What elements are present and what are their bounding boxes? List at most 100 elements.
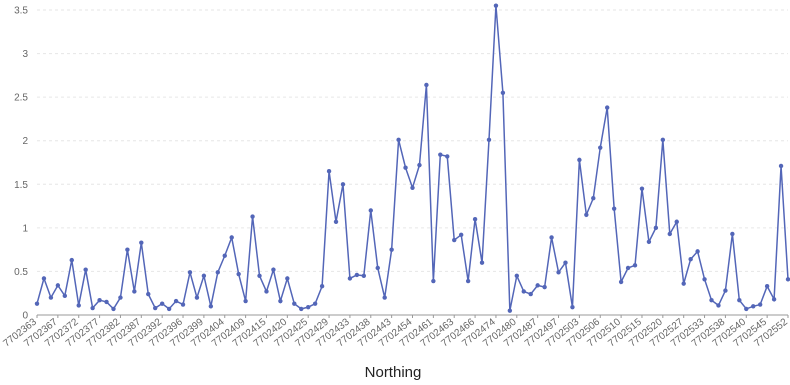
series: [34, 3, 790, 313]
data-point: [486, 137, 492, 143]
data-point: [104, 299, 109, 305]
data-point: [417, 162, 422, 168]
data-point: [132, 289, 137, 294]
data-point: [166, 306, 172, 312]
data-point: [410, 185, 415, 190]
data-point: [431, 278, 436, 284]
data-point: [159, 301, 165, 306]
data-point: [709, 297, 714, 303]
data-point: [785, 277, 790, 282]
data-point: [674, 219, 679, 224]
data-point: [542, 284, 547, 290]
data-point: [632, 263, 638, 268]
data-point: [556, 270, 561, 275]
data-point: [403, 165, 408, 170]
data-point: [222, 253, 227, 258]
data-point: [292, 301, 297, 306]
data-point: [146, 291, 151, 297]
y-tick-label: 3: [22, 49, 28, 60]
data-point: [347, 276, 353, 281]
data-point: [139, 240, 144, 245]
data-point: [257, 273, 262, 278]
data-point: [361, 273, 367, 278]
data-point: [646, 239, 652, 244]
data-point: [584, 212, 589, 217]
data-point: [500, 90, 506, 95]
data-point: [243, 298, 248, 304]
data-point: [76, 303, 81, 308]
data-point: [549, 235, 554, 240]
grid: [37, 9, 788, 272]
data-point: [299, 306, 304, 312]
data-point: [716, 303, 721, 308]
x-axis-title: Northing: [365, 364, 422, 381]
data-point: [111, 306, 116, 312]
data-point: [618, 279, 624, 285]
data-point: [730, 231, 735, 237]
data-point: [528, 291, 533, 297]
data-point: [563, 260, 568, 265]
data-point: [438, 152, 443, 157]
data-point: [187, 270, 193, 275]
series-line: [36, 5, 789, 311]
data-point: [424, 82, 429, 88]
y-tick-label: 2: [22, 136, 28, 147]
data-point: [340, 182, 346, 187]
data-point: [458, 232, 464, 238]
y-tick-label: 1: [22, 223, 28, 234]
data-point: [611, 206, 617, 211]
data-point: [125, 247, 130, 252]
y-tick-label: 0: [22, 311, 28, 322]
data-point: [445, 154, 450, 159]
data-point: [305, 304, 311, 310]
data-point: [194, 295, 200, 300]
data-point: [493, 3, 499, 8]
y-tick-label: 3.5: [14, 6, 28, 17]
data-point: [514, 273, 520, 278]
x-axis: 7702363770236777023727702377770238277023…: [1, 314, 790, 349]
data-point: [250, 214, 255, 219]
data-point: [639, 186, 645, 191]
data-point: [570, 304, 575, 310]
data-point: [577, 157, 582, 163]
data-point: [285, 276, 290, 281]
data-point: [479, 260, 485, 265]
data-point: [264, 289, 269, 294]
data-point: [598, 145, 603, 150]
data-point: [535, 283, 540, 288]
data-point: [118, 295, 123, 300]
data-point: [702, 277, 707, 282]
data-point: [278, 298, 283, 304]
data-point: [591, 196, 596, 201]
data-point: [751, 304, 756, 309]
data-point: [375, 265, 380, 271]
data-point: [778, 163, 784, 169]
data-point: [229, 235, 234, 240]
data-point: [97, 297, 102, 303]
data-point: [83, 267, 88, 272]
data-point: [757, 302, 763, 307]
y-tick-label: 2.5: [14, 93, 28, 104]
data-point: [62, 293, 68, 299]
data-point: [208, 304, 214, 309]
data-point: [764, 284, 770, 289]
data-point: [695, 249, 700, 254]
data-point: [173, 298, 179, 304]
data-point: [201, 273, 207, 278]
data-point: [333, 219, 339, 224]
data-point: [90, 305, 95, 311]
data-point: [354, 272, 360, 278]
data-point: [472, 216, 478, 222]
data-point: [667, 231, 672, 237]
data-point: [507, 308, 513, 313]
data-point: [521, 289, 526, 294]
data-point: [326, 169, 332, 174]
data-point: [681, 281, 686, 286]
data-point: [41, 276, 47, 281]
data-point: [382, 295, 387, 300]
data-point: [660, 137, 666, 143]
data-point: [236, 271, 241, 277]
y-tick-label: 1.5: [14, 180, 28, 191]
data-point: [368, 208, 373, 213]
